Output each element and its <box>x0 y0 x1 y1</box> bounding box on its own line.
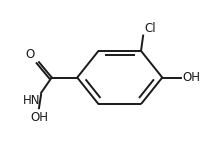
Text: O: O <box>25 48 35 61</box>
Text: OH: OH <box>183 71 201 84</box>
Text: HN: HN <box>22 94 40 107</box>
Text: OH: OH <box>30 111 48 124</box>
Text: Cl: Cl <box>144 22 156 35</box>
